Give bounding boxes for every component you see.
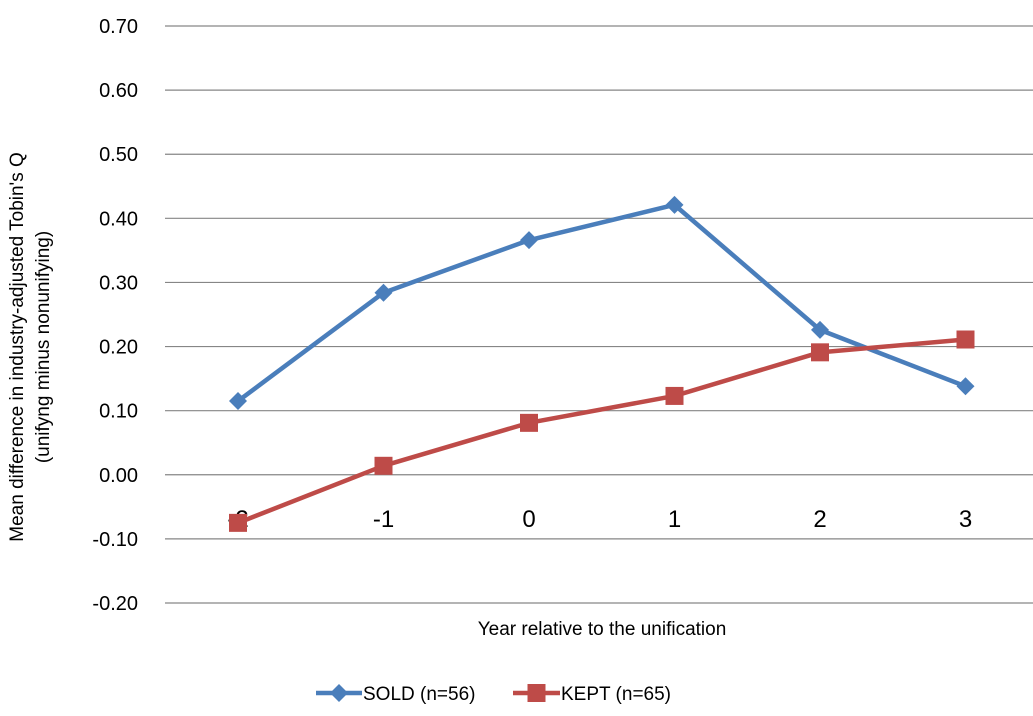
legend-marker — [330, 684, 348, 702]
x-tick-label: 1 — [668, 506, 681, 533]
y-tick-label: 0.20 — [99, 337, 138, 359]
y-tick-label: -0.20 — [92, 593, 138, 615]
series-lines — [236, 202, 967, 525]
legend-label: KEPT (n=65) — [561, 684, 671, 705]
x-tick-label: 0 — [522, 506, 535, 533]
x-tick-label: 2 — [813, 506, 826, 533]
data-point — [520, 413, 538, 432]
y-axis-tick-labels: -0.20 -0.10 0.00 0.10 0.20 0.30 0.40 0.50 0.60 0.… — [92, 16, 138, 615]
legend-marker — [527, 684, 546, 702]
data-point — [374, 283, 393, 302]
gridlines — [165, 25, 1033, 604]
y-tick-label: 0.30 — [99, 272, 138, 294]
y-tick-label: 0.60 — [99, 80, 138, 102]
y-tick-label: -0.10 — [92, 529, 138, 551]
series-markers — [229, 195, 975, 532]
x-axis-label: Year relative to the unification — [478, 619, 727, 640]
x-tick-label: -1 — [373, 506, 394, 533]
data-point — [374, 456, 393, 475]
y-tick-label: 0.10 — [99, 401, 138, 423]
data-point — [229, 513, 247, 532]
data-point — [956, 377, 975, 396]
data-point — [956, 330, 975, 349]
data-point — [229, 392, 247, 411]
series-line-kept — [237, 337, 966, 525]
y-tick-label: 0.50 — [99, 144, 138, 166]
series-line-sold — [236, 202, 967, 403]
legend: SOLD (n=56) KEPT (n=65) — [316, 684, 671, 705]
y-tick-label: 0.70 — [99, 16, 138, 38]
data-point — [520, 231, 538, 250]
y-tick-label: 0.40 — [99, 208, 138, 230]
data-point — [665, 195, 684, 214]
y-axis-label-line2: (unifyng minus nonunifying) — [33, 231, 54, 463]
x-tick-label: 3 — [959, 506, 972, 533]
y-tick-label: 0.00 — [99, 465, 138, 487]
y-axis-label: Mean difference in industry-adjusted Tob… — [7, 152, 28, 541]
data-point — [811, 343, 829, 362]
legend-label: SOLD (n=56) — [363, 684, 475, 705]
data-point — [665, 386, 684, 405]
data-point — [811, 320, 829, 339]
